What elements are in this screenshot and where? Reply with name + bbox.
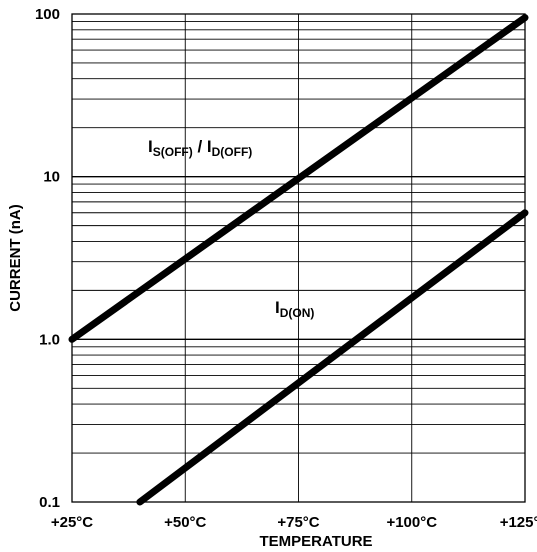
y-tick-label: 100 xyxy=(35,6,60,23)
x-axis-title: TEMPERATURE xyxy=(259,533,372,550)
x-tick-label: +125°C xyxy=(500,514,537,531)
y-tick-label: 0.1 xyxy=(39,494,60,511)
series-label-id-on: ID(ON) xyxy=(275,298,314,320)
y-tick-labels: 0.1 1.0 10 100 xyxy=(35,6,60,511)
x-tick-label: +25°C xyxy=(51,514,93,531)
series-label-is-off-id-off: IS(OFF) / ID(OFF) xyxy=(148,137,252,159)
series-line-0 xyxy=(68,14,529,343)
y-axis-title: CURRENT (nA) xyxy=(7,204,24,311)
x-tick-label: +50°C xyxy=(164,514,206,531)
x-tick-labels: +25°C +50°C +75°C +100°C +125°C xyxy=(51,514,537,531)
series-lines xyxy=(68,14,529,506)
y-tick-label: 10 xyxy=(43,169,60,186)
grid xyxy=(71,13,526,503)
series-line-1 xyxy=(136,209,529,506)
x-tick-label: +75°C xyxy=(277,514,319,531)
x-tick-label: +100°C xyxy=(386,514,437,531)
y-tick-label: 1.0 xyxy=(39,331,60,348)
